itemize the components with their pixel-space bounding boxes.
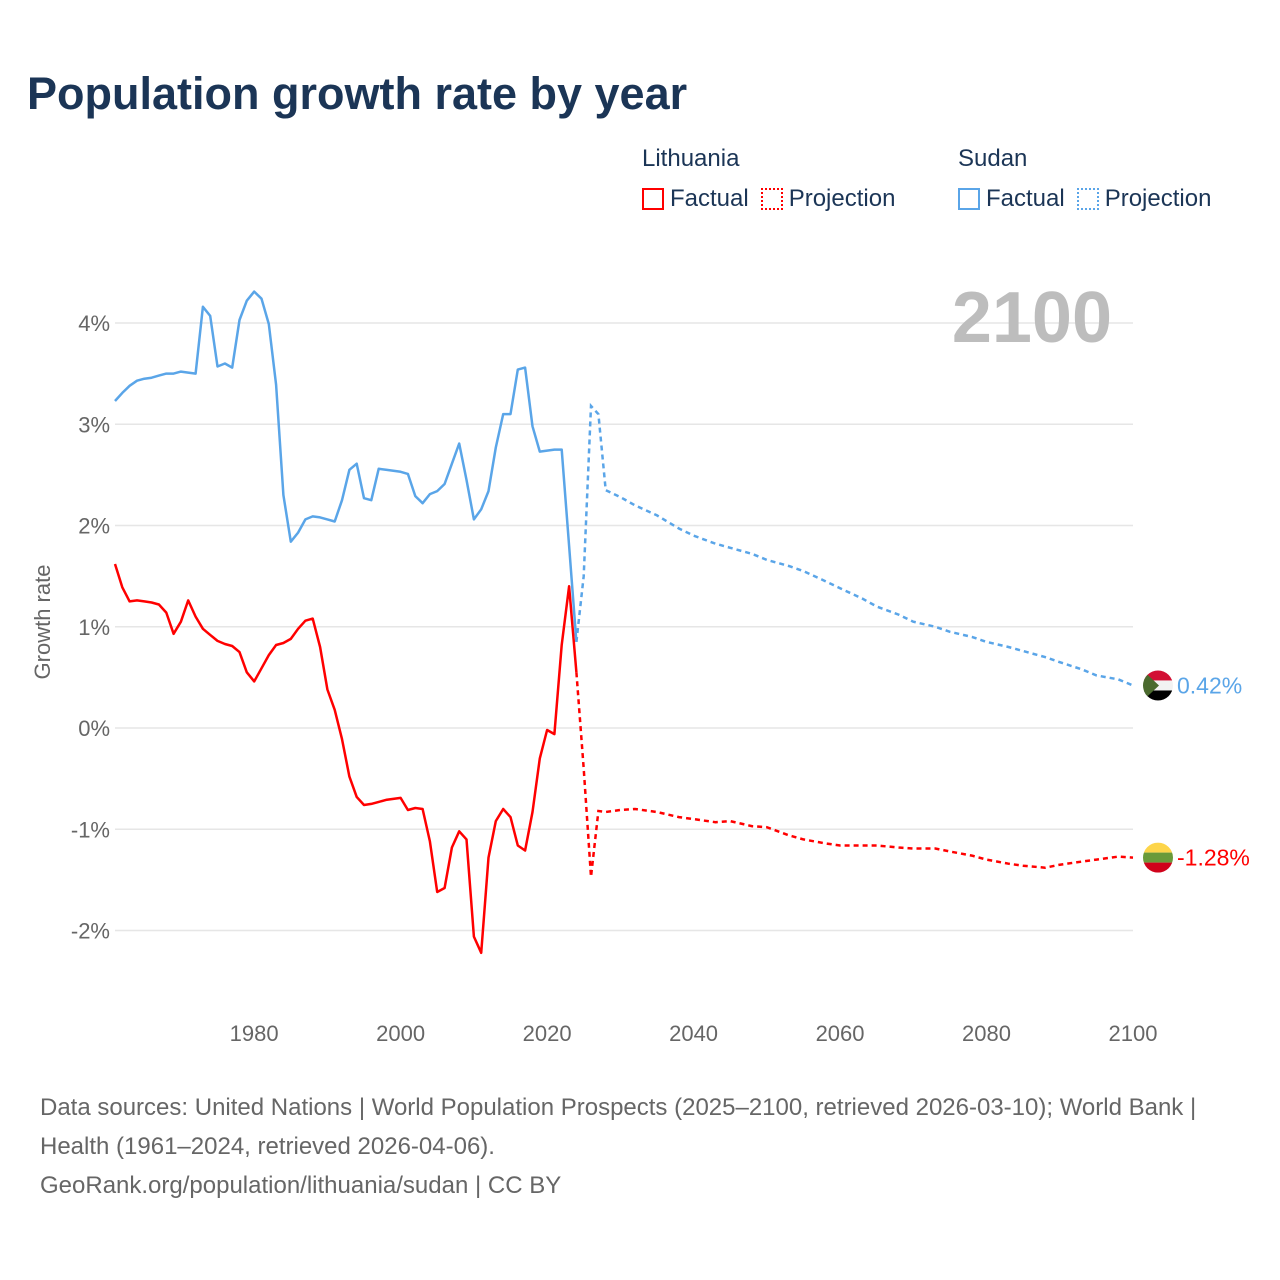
dotted-swatch-icon [1076, 188, 1099, 210]
legend-label: Factual [670, 185, 749, 212]
x-tick-label: 2020 [523, 1021, 572, 1046]
x-tick-label: 2060 [816, 1021, 865, 1046]
legend-lithuania-title: Lithuania [642, 145, 740, 172]
legend-label: Factual [986, 185, 1065, 212]
x-tick-label: 2100 [1109, 1021, 1158, 1046]
flag-stripe [1143, 690, 1173, 701]
legend-lithuania-projection[interactable]: Projection [760, 185, 896, 213]
y-tick-label: -1% [71, 817, 110, 842]
y-tick-label: 4% [78, 311, 110, 336]
flag-stripe [1143, 862, 1173, 873]
credit-link[interactable]: GeoRank.org/population/lithuania/sudan |… [40, 1172, 562, 1199]
x-tick-label: 2040 [669, 1021, 718, 1046]
x-tick-label: 2080 [962, 1021, 1011, 1046]
solid-swatch-icon [642, 188, 664, 210]
flag-triangle [1143, 670, 1159, 701]
legend-sudan-projection[interactable]: Projection [1076, 185, 1212, 213]
lithuania-end-label: -1.28% [1177, 845, 1250, 871]
flag-stripe [1143, 842, 1173, 853]
legend-label: Projection [788, 185, 896, 212]
y-tick-label: 0% [78, 716, 110, 741]
legend-lithuania-factual[interactable]: Factual [642, 185, 749, 213]
sudan-flag-icon [1143, 670, 1173, 701]
x-tick-label: 1980 [230, 1021, 279, 1046]
solid-swatch-icon [958, 188, 980, 210]
flag-body [1143, 670, 1173, 701]
footer: Data sources: United Nations | World Pop… [40, 1088, 1240, 1205]
dotted-swatch-icon [760, 188, 783, 210]
year-overlay: 2100 [952, 278, 1112, 358]
lithuania-projection-line [575, 672, 1134, 877]
legend-lithuania: Lithuania Factual Projection [642, 145, 895, 213]
lithuania-flag-icon [1143, 842, 1173, 873]
sudan-end-label: 0.42% [1177, 672, 1242, 698]
sudan-projection-line [575, 402, 1134, 687]
y-tick-label: 1% [78, 615, 110, 640]
y-tick-label: 3% [78, 412, 110, 437]
lithuania-factual-line [113, 563, 578, 955]
x-tick-label: 2000 [376, 1021, 425, 1046]
legend-sudan: Sudan Factual Projection [958, 145, 1211, 213]
y-tick-label: 2% [78, 514, 110, 539]
flag-stripe [1143, 670, 1173, 681]
data-sources: Data sources: United Nations | World Pop… [40, 1094, 1197, 1160]
flag-body [1143, 842, 1173, 873]
y-axis-label: Growth rate [30, 565, 55, 680]
legend-sudan-title: Sudan [958, 145, 1028, 172]
y-tick-label: -2% [71, 919, 110, 944]
line-chart: -2% -1% 0% 1% 2% 3% 4% 1980 2000 2020 2040 2060 2080… [30, 278, 1250, 1046]
sudan-factual-line [114, 290, 578, 642]
legend-sudan-factual[interactable]: Factual [958, 185, 1065, 213]
flag-stripe [1143, 852, 1173, 863]
legend-label: Projection [1104, 185, 1212, 212]
chart-title: Population growth rate by year [27, 68, 688, 119]
